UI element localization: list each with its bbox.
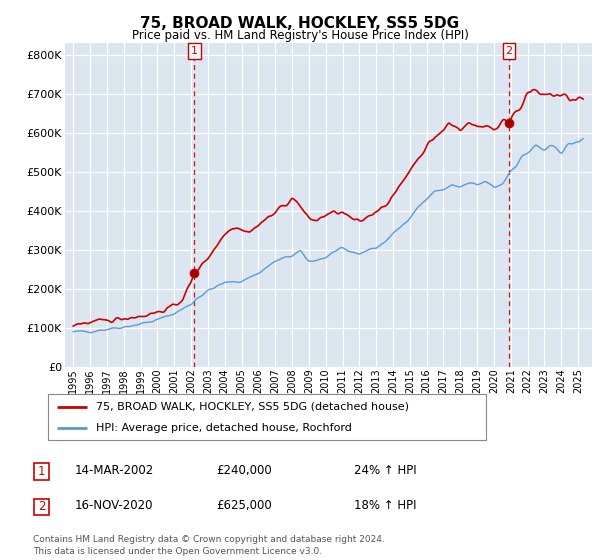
Text: 2: 2 — [38, 500, 45, 514]
Text: HPI: Average price, detached house, Rochford: HPI: Average price, detached house, Roch… — [96, 423, 352, 433]
Text: 75, BROAD WALK, HOCKLEY, SS5 5DG: 75, BROAD WALK, HOCKLEY, SS5 5DG — [140, 16, 460, 31]
Text: Price paid vs. HM Land Registry's House Price Index (HPI): Price paid vs. HM Land Registry's House … — [131, 29, 469, 42]
Text: 1: 1 — [38, 465, 45, 478]
Text: 24% ↑ HPI: 24% ↑ HPI — [354, 464, 416, 477]
Text: £240,000: £240,000 — [216, 464, 272, 477]
Text: 1: 1 — [191, 46, 198, 56]
Text: 75, BROAD WALK, HOCKLEY, SS5 5DG (detached house): 75, BROAD WALK, HOCKLEY, SS5 5DG (detach… — [96, 402, 409, 412]
Text: £625,000: £625,000 — [216, 499, 272, 512]
Text: 18% ↑ HPI: 18% ↑ HPI — [354, 499, 416, 512]
Text: Contains HM Land Registry data © Crown copyright and database right 2024.
This d: Contains HM Land Registry data © Crown c… — [33, 535, 385, 556]
Text: 14-MAR-2002: 14-MAR-2002 — [75, 464, 154, 477]
Text: 16-NOV-2020: 16-NOV-2020 — [75, 499, 154, 512]
Text: 2: 2 — [506, 46, 512, 56]
